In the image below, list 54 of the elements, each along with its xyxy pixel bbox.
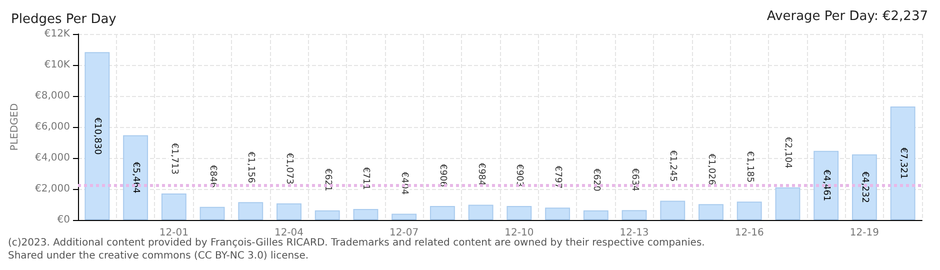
- data-label: €1,073: [284, 152, 294, 184]
- bar: [84, 52, 110, 220]
- x-tick-label: 12-07: [390, 228, 419, 238]
- bar: [545, 208, 570, 220]
- bar: [161, 193, 186, 220]
- data-label: €4,232: [859, 171, 870, 203]
- y-tick-label: €0: [57, 214, 70, 226]
- data-label: €984: [476, 162, 486, 186]
- bar: [506, 206, 532, 220]
- text: Shared under the creative commons (CC BY-NC 3.0) license.: [8, 250, 309, 262]
- bar: [775, 187, 800, 220]
- bar: [353, 208, 378, 220]
- bar: [622, 210, 647, 220]
- data-label: €1,156: [246, 152, 256, 184]
- data-label: €621: [322, 168, 332, 192]
- y-axis-title: PLEDGED: [10, 103, 20, 151]
- bar: [314, 210, 340, 220]
- x-tick-label: 12-19: [850, 228, 879, 238]
- bar: [392, 214, 417, 220]
- x-tick-label: 12-16: [734, 228, 764, 238]
- data-label: €1,026: [706, 154, 716, 186]
- bar: [430, 206, 455, 220]
- x-tick-label: 12-04: [274, 228, 304, 238]
- bar: [200, 206, 225, 220]
- x-tick-label: 12-13: [620, 228, 649, 238]
- bar: [660, 200, 686, 220]
- bar: [736, 202, 762, 220]
- bar: [890, 106, 916, 220]
- data-label: €4,461: [821, 170, 832, 202]
- data-label: €1,245: [668, 150, 678, 182]
- x-tick-label: 12-10: [504, 228, 534, 238]
- y-tick-label: €8,000: [35, 90, 70, 102]
- data-label: €2,104: [782, 136, 793, 169]
- bar: [583, 210, 608, 220]
- chart-subtitle: Average Per Day: €2,237: [766, 9, 928, 24]
- chart-title: Pledges Per Day: [11, 12, 117, 27]
- y-tick-label: €6,000: [35, 122, 70, 132]
- data-label: €1,185: [744, 151, 754, 183]
- y-tick-label: €2,000: [35, 184, 70, 194]
- y-tick-label: €4,000: [35, 152, 70, 164]
- bar: [698, 204, 724, 220]
- x-tick-label: 12-01: [159, 228, 188, 238]
- bar: [238, 202, 264, 220]
- y-tick-label: €12K: [44, 28, 70, 40]
- data-label: €634: [629, 168, 640, 192]
- data-label: €10,830: [92, 117, 102, 155]
- y-tick-label: €10K: [44, 60, 70, 70]
- data-label: €1,713: [168, 142, 179, 174]
- bar: [276, 203, 302, 220]
- data-label: €711: [360, 167, 371, 190]
- data-label: €620: [590, 168, 601, 192]
- text: (c)2023. Additional content provided by François-Gilles RICARD. Trademarks and related content are owned by their respective companies.: [8, 238, 705, 248]
- bar: [468, 204, 494, 220]
- data-label: €7,321: [898, 148, 908, 180]
